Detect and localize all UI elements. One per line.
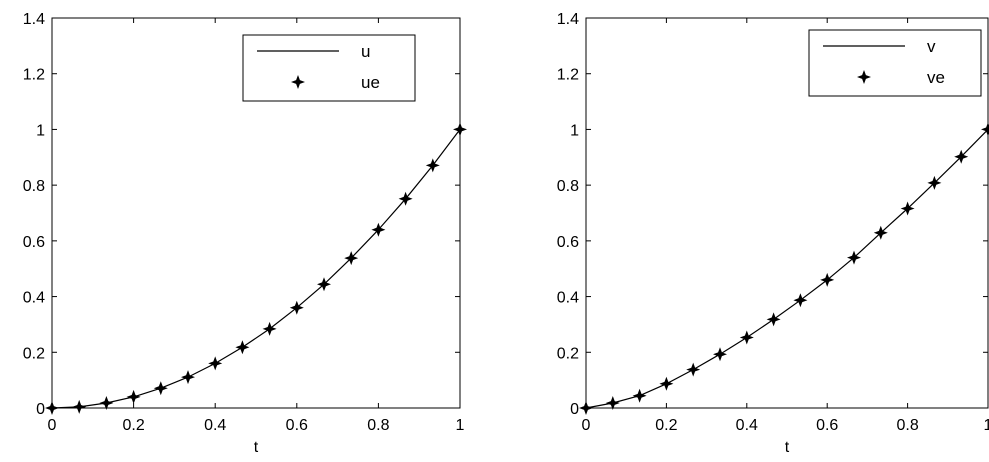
x-tick-label: 0.2 <box>122 417 144 434</box>
y-tick-label: 1.2 <box>23 67 45 84</box>
data-point-ue <box>181 370 195 385</box>
data-point-ve <box>713 347 727 362</box>
right-plot-v: 0 0.2 0.4 0.6 0.8 1 1.2 1.4 0 0.2 0.4 0.6 0.8 1 t v ve <box>557 11 989 456</box>
y-tick-label: 0.2 <box>23 345 45 362</box>
x-tick-label: 0.4 <box>204 417 226 434</box>
data-point-ue <box>99 396 114 410</box>
x-tick-label: 0.8 <box>367 417 389 434</box>
x-axis-label: t <box>254 439 259 456</box>
legend-marker-swatch <box>857 70 871 84</box>
y-tick-label: 1.4 <box>23 11 45 28</box>
data-point-ve <box>847 250 861 265</box>
data-point-ue <box>262 321 277 336</box>
data-point-ve <box>954 149 969 164</box>
data-point-ve <box>766 312 781 327</box>
left-plot-u: 0 0.2 0.4 0.6 0.8 1 1.2 1.4 0 0.2 0.4 0.6 0.8 1 t u ue <box>23 11 467 456</box>
data-point-ve <box>605 396 620 410</box>
data-point-ue <box>153 381 168 396</box>
x-tick-label: 0.2 <box>655 417 677 434</box>
data-point-ue <box>371 222 386 237</box>
x-tick-label: 0 <box>48 417 57 434</box>
x-tick-label: 1 <box>984 417 989 434</box>
data-point-ve <box>659 376 674 391</box>
data-point-ue <box>45 401 59 415</box>
data-point-ue <box>317 277 331 292</box>
y-tick-label: 0.6 <box>23 234 45 251</box>
legend-box <box>808 29 982 97</box>
x-tick-label: 1 <box>456 417 465 434</box>
data-point-ve <box>820 272 835 287</box>
x-tick-label: 0 <box>582 417 591 434</box>
y-tick-label: 0 <box>570 401 579 418</box>
y-tick-label: 0 <box>36 401 45 418</box>
x-tick-label: 0.8 <box>896 417 918 434</box>
y-tick-label: 1 <box>570 122 579 139</box>
y-tick-label: 0.4 <box>23 290 45 307</box>
legend-label: ve <box>927 68 945 87</box>
y-tick-label: 0.8 <box>557 178 579 195</box>
y-tick-label: 0.6 <box>557 234 579 251</box>
data-point-ve <box>793 293 808 308</box>
data-point-ue <box>453 122 467 137</box>
legend-label: ue <box>361 73 380 92</box>
data-point-ve <box>981 122 989 137</box>
data-point-ve <box>873 225 888 240</box>
axes-box <box>585 17 989 409</box>
data-point-ue <box>72 399 87 414</box>
legend-label: u <box>361 42 370 61</box>
legend-marker-swatch <box>291 75 305 89</box>
data-point-ue <box>425 158 440 173</box>
y-tick-label: 0.2 <box>557 345 579 362</box>
data-point-ve <box>686 362 701 377</box>
y-tick-label: 1.2 <box>557 67 579 84</box>
y-tick-label: 1 <box>36 122 45 139</box>
series-line-v <box>585 128 989 409</box>
legend-label: v <box>927 37 936 56</box>
legend-box <box>242 34 416 102</box>
axes-box <box>51 17 461 409</box>
y-tick-label: 0.4 <box>557 290 579 307</box>
data-point-ue <box>398 191 413 206</box>
x-tick-label: 0.6 <box>286 417 308 434</box>
y-tick-label: 0.8 <box>23 178 45 195</box>
x-axis-label: t <box>785 439 790 456</box>
data-point-ue <box>344 251 359 266</box>
data-point-ue <box>289 300 304 315</box>
x-tick-label: 0.6 <box>816 417 838 434</box>
y-tick-label: 1.4 <box>557 11 579 28</box>
data-point-ve <box>927 175 942 190</box>
data-point-ue <box>235 340 250 355</box>
data-point-ve <box>632 388 647 403</box>
data-point-ue <box>208 356 223 371</box>
series-line-u <box>51 129 461 409</box>
x-tick-label: 0.4 <box>736 417 758 434</box>
data-point-ve <box>900 201 915 216</box>
data-point-ve <box>579 401 593 415</box>
data-point-ue <box>126 389 141 404</box>
data-point-ve <box>739 330 754 345</box>
